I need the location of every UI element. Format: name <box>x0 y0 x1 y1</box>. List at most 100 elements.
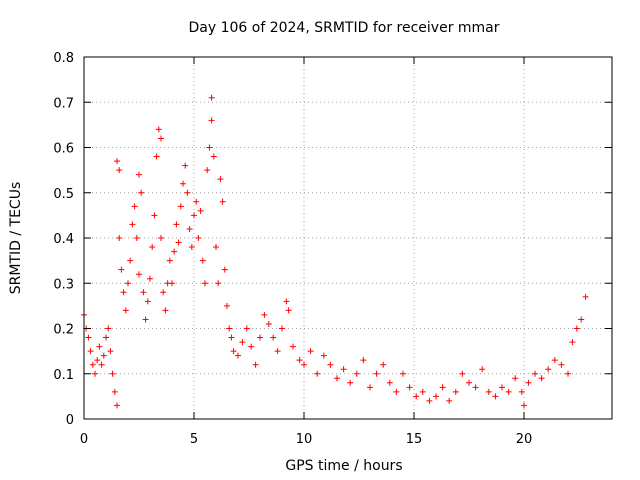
data-point <box>144 298 151 305</box>
data-point <box>367 384 373 391</box>
data-point <box>166 257 173 264</box>
data-point <box>505 388 512 395</box>
y-tick-label: 0.7 <box>53 96 74 111</box>
data-point <box>107 348 114 355</box>
data-point <box>160 289 167 296</box>
data-point <box>127 257 134 264</box>
data-point <box>85 334 92 341</box>
data-point <box>340 366 347 373</box>
data-point <box>208 117 215 124</box>
data-point <box>215 280 222 287</box>
data-point <box>122 307 129 314</box>
data-point <box>206 144 213 151</box>
data-point <box>565 370 571 377</box>
data-point <box>158 135 164 142</box>
data-point <box>373 370 380 377</box>
data-point <box>153 153 160 160</box>
data-point <box>202 280 208 287</box>
data-point <box>162 307 169 314</box>
data-point <box>147 275 153 282</box>
data-point <box>221 266 228 273</box>
data-point <box>138 189 145 196</box>
data-point <box>439 384 446 391</box>
data-point <box>400 370 406 377</box>
data-point <box>151 212 158 219</box>
data-point <box>452 388 459 395</box>
data-point <box>136 271 142 278</box>
y-tick-label: 0.2 <box>53 323 74 338</box>
data-point <box>188 244 195 251</box>
data-point <box>116 167 123 174</box>
data-point <box>199 257 206 264</box>
data-point <box>360 357 367 364</box>
data-point <box>105 325 112 332</box>
data-point <box>243 325 250 332</box>
data-point <box>334 375 340 382</box>
chart-title: Day 106 of 2024, SRMTID for receiver mma… <box>188 20 499 36</box>
data-point <box>116 235 123 241</box>
y-tick-label: 0.6 <box>53 142 74 157</box>
data-point <box>120 289 127 296</box>
data-point <box>545 366 552 373</box>
data-point <box>219 198 226 205</box>
data-point <box>386 379 393 386</box>
data-point <box>307 348 314 355</box>
data-point <box>419 388 426 395</box>
data-point <box>261 311 268 318</box>
data-point <box>472 384 479 391</box>
data-point <box>248 343 255 350</box>
y-tick-label: 0 <box>66 413 74 428</box>
data-point <box>114 402 120 409</box>
data-point <box>459 370 466 377</box>
data-point <box>169 280 175 287</box>
data-point <box>109 370 116 377</box>
y-tick-label: 0.5 <box>53 187 74 202</box>
data-point <box>512 375 519 382</box>
data-point <box>551 357 558 364</box>
data-point <box>125 280 131 287</box>
data-point <box>204 167 211 174</box>
data-point <box>257 334 263 341</box>
data-point <box>129 221 136 228</box>
data-point <box>186 225 193 232</box>
data-point <box>182 162 189 169</box>
data-point <box>136 171 142 178</box>
data-point <box>235 352 241 359</box>
y-axis-label: SRMTID / TECUs <box>8 182 24 295</box>
data-point <box>279 325 285 332</box>
data-point <box>327 361 334 368</box>
data-point <box>177 203 184 210</box>
data-point <box>499 384 505 391</box>
data-point <box>195 235 202 241</box>
data-point <box>173 221 180 228</box>
data-point <box>578 316 585 323</box>
data-point <box>314 370 321 377</box>
data-point <box>208 94 215 101</box>
data-point <box>142 316 149 323</box>
data-point <box>175 239 182 246</box>
data-point <box>155 126 162 133</box>
y-tick-label: 0.3 <box>53 277 74 292</box>
data-point <box>191 212 197 219</box>
data-point <box>479 366 486 373</box>
data-point <box>393 388 400 395</box>
data-point <box>446 397 453 404</box>
data-point <box>226 325 233 332</box>
data-point <box>230 348 237 355</box>
data-point <box>239 339 246 346</box>
data-point <box>406 384 413 391</box>
data-point <box>582 293 589 300</box>
data-point <box>193 198 200 205</box>
data-point <box>224 302 230 309</box>
data-point <box>380 361 387 368</box>
data-point <box>413 393 420 400</box>
data-point <box>94 357 101 364</box>
y-tick-label: 0.4 <box>53 232 74 247</box>
data-point <box>265 320 272 327</box>
data-point <box>274 348 281 355</box>
data-point <box>558 361 565 368</box>
data-point <box>569 339 576 346</box>
x-tick-label: 0 <box>80 432 88 447</box>
data-point <box>133 235 140 241</box>
